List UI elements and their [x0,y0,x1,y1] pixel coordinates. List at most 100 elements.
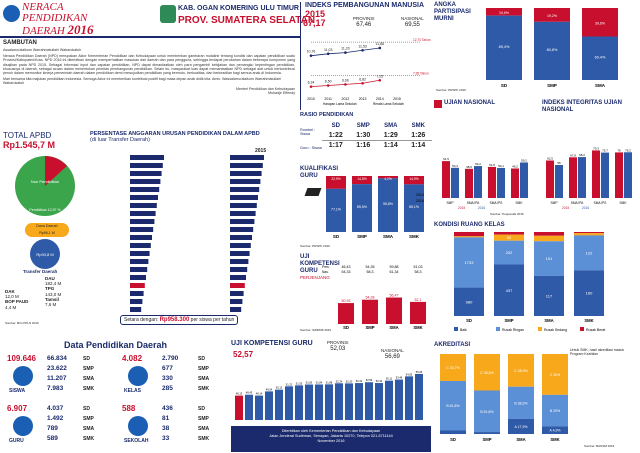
data-pend-title: Data Pendidikan Daerah [63,340,168,350]
apm-label: 89,4% [499,45,510,49]
un-bar [451,167,459,198]
transfer-value: Rp93,8 M [36,252,53,257]
ukgk-bar [325,384,333,420]
siswa-count: 23.622 [47,365,67,372]
pie-label-nonpend: Non Pendidikan [31,179,59,184]
akr-value: C 33,7% [446,366,459,370]
kondisi-bar [534,275,564,316]
ukgk-bar [235,395,243,420]
dana-daerah-pill: Dana Daerah Rp96,1 M [25,223,69,237]
kondisi-bar [534,241,564,276]
apm-source: Sumber: PDSPK 2016 [436,88,466,92]
pct-bar-right [230,203,257,208]
persentase-bars [130,155,264,312]
guru-total: 6.907 [7,404,28,413]
kondisi-category: SMK [584,318,593,323]
akr-value: B 61,8% [446,404,459,408]
pct-bar-left [130,259,149,264]
ukgk-value: 52,24 [336,379,343,383]
kual-rest-label: 4,2% [384,177,392,181]
pct-bar-left [130,291,144,296]
ukgk-value: 51,83 [306,381,313,385]
ukg-kab-value: 52,57 [233,350,254,359]
ukgj-prov-value: 59,88 [390,265,399,269]
un-value: 49,2 [512,164,518,168]
ukgj-value: 54,28 [366,296,375,300]
akr-value: B 51,8% [480,410,493,414]
ipm-x-tick: 2013 [359,97,367,101]
pct-bar-left [130,283,145,288]
kondisi-category: SMP [504,318,513,323]
kondisi-bar [494,232,524,235]
ipm-point-label: 6,34 [308,81,315,85]
akreditasi-panel: AKREDITASI Untuk SMK, hasil akreditasi m… [434,342,638,452]
dau-label: DAU [45,276,55,281]
kondisi-chart: 1733 980 SD 52 202 437 SMP 101 117 SMA 122 160 SMK Ba… [454,232,605,332]
ukgk-value: 53,48 [396,376,403,380]
signature-title: Menteri Pendidikan dan Kebudayaan [236,86,295,91]
ukg-title1: UJI [300,254,310,260]
iiun-value: 62,5 [547,157,553,161]
guru-icon [13,416,33,436]
apm-title2: PARTISIPASI [434,9,471,15]
sambutan-panel: Sambutan Assalamu'alaikum Warrahmatullah… [3,40,295,130]
ipm-series-line [310,79,380,88]
ipm-point-label: 6,66 [342,78,349,82]
iiun-bar [546,160,554,198]
akr-category: SMP [482,437,491,442]
ipm-point-label: 6,82 [359,77,366,81]
iiun-category: SMA IPA [571,201,584,205]
pct-bar-left [130,211,156,216]
apm-chart: 10,6% 89,4% SD 19,2% 80,8% SMP 39,6% 60,4% SMA [486,8,618,88]
page-title: NERACA PENDIDIKAN DAERAH 2016 [22,2,94,37]
ukgk-bar [305,384,313,420]
akr-value: B 20% [550,409,560,413]
ipm-x-tick: 2012 [342,97,350,101]
siswa-count: 11.207 [47,375,67,382]
title-line3: DAERAH [22,25,65,37]
kelas-level: SMA [198,376,210,382]
ukg-kab-panel: UJI KOMPETENSI GURU 52,57 PROVINSI 52,03 … [231,340,431,452]
persentase-year: 2015 [255,148,267,154]
kondisi-value: 117 [546,293,553,298]
pct-bar-right [230,243,251,248]
ukgk-value: 54,55 [406,372,413,376]
pct-bar-left [130,307,142,312]
ukgk-value: 48,14 [256,392,263,396]
apm-bar-rest [582,8,618,37]
ukgj-prov-value: 54,35 [366,265,375,269]
siswa-level: SMP [83,366,94,372]
apbd-value: Rp1.545,7 M [3,140,56,150]
pct-bar-left [130,187,160,192]
ukgk-value: 52,20 [346,379,353,383]
kondisi-value: 980 [466,299,473,304]
ukgk-value: 52,31 [356,379,363,383]
kual-label: 85,1% [409,205,419,209]
kondisi-legend-label: Rusak Ringan [502,328,524,332]
siswa-count: 66.834 [47,355,67,362]
ukgk-value: 51,84 [316,380,323,384]
kual-bar [352,184,372,232]
ipm-point-label: 11,20 [341,47,350,51]
guru-block: 6.907 GURU 4.037 SD 1.492 SMP 789 SMA 589 SMK [3,402,113,448]
dana-daerah-label: Dana Daerah [36,224,58,228]
akr-bar [474,390,500,433]
sekolah-count: 38 [162,425,170,432]
pct-bar-right [230,171,262,176]
persentase-subtitle: (di luar Transfer Daerah) [90,137,150,143]
pct-bar-right [230,227,254,232]
kondisi-legend-label: Rusak Sedang [544,328,567,332]
siswa-level: SMK [83,386,95,392]
sekolah-label: SEKOLAH [124,438,149,444]
un-value: 50,1 [498,164,504,168]
ukg-title3: GURU [300,268,318,274]
akr-bar [508,354,534,387]
ukgj-value: 52,1 [415,298,422,302]
ukg-prov-value: 52,03 [330,346,346,352]
kual-category: SMA [383,234,394,239]
rasio-guru-value: 1:16 [356,142,371,149]
apm-rest-label: 39,6% [595,21,605,25]
un-bar [442,161,450,198]
rasio-panel: RASIO PENDIDIKAN Rombel : Siswa Guru : S… [300,112,432,164]
siswa-block: 109.646 SISWA 66.834 SD 23.622 SMP 11.207 SMA 7.… [3,352,113,398]
